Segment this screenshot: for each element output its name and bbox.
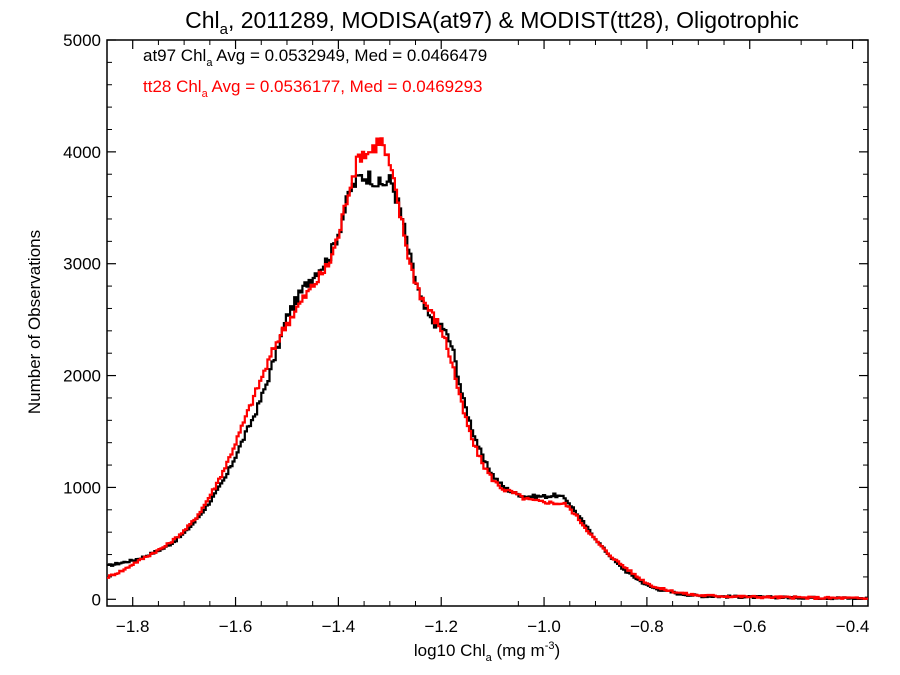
- y-tick-label: 4000: [63, 143, 101, 162]
- x-tick-label: −1.4: [322, 617, 356, 636]
- x-tick-label: −0.4: [836, 617, 870, 636]
- x-tick-label: −0.6: [733, 617, 767, 636]
- x-tick-label: −1.8: [116, 617, 150, 636]
- y-tick-label: 1000: [63, 478, 101, 497]
- y-tick-label: 5000: [63, 31, 101, 50]
- y-tick-label: 2000: [63, 367, 101, 386]
- x-axis: −1.8 −1.6 −1.4 −1.2 −1.0 −0.8 −0.6 −0.4: [106, 40, 870, 636]
- x-tick-label: −1.6: [219, 617, 253, 636]
- y-axis-label: Number of Observations: [25, 230, 44, 414]
- series-group: [107, 137, 868, 601]
- y-axis: 0 1000 2000 3000 4000 5000: [63, 31, 868, 609]
- y-tick-label: 3000: [63, 255, 101, 274]
- series-tt28-line: [107, 137, 868, 600]
- plot-frame: [106, 39, 869, 607]
- annotation-at97: at97 Chla Avg = 0.0532949, Med = 0.04664…: [143, 46, 487, 69]
- annotation-tt28: tt28 Chla Avg = 0.0536177, Med = 0.04692…: [143, 77, 482, 100]
- chart-title: Chla, 2011289, MODISA(at97) & MODIST(tt2…: [185, 7, 799, 38]
- x-axis-label: log10 Chla (mg m-3): [414, 640, 560, 664]
- y-tick-label: 0: [92, 590, 101, 609]
- x-tick-label: −0.8: [630, 617, 664, 636]
- x-tick-label: −1.2: [424, 617, 458, 636]
- x-tick-label: −1.0: [527, 617, 561, 636]
- series-at97-line: [107, 170, 868, 601]
